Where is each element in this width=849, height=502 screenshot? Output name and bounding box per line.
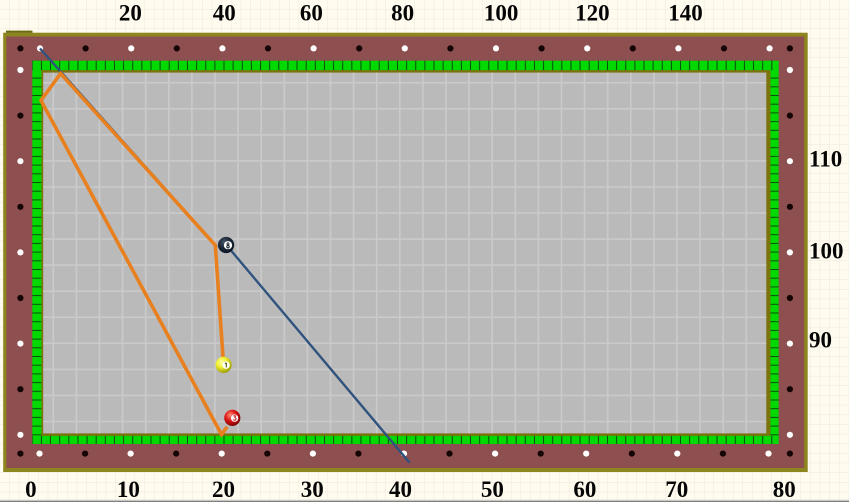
svg-text:30: 30 bbox=[301, 477, 324, 502]
svg-text:60: 60 bbox=[573, 477, 596, 502]
svg-text:100: 100 bbox=[809, 239, 844, 264]
svg-text:60: 60 bbox=[300, 1, 323, 26]
svg-text:0: 0 bbox=[25, 477, 37, 502]
svg-text:110: 110 bbox=[809, 147, 842, 172]
svg-text:40: 40 bbox=[389, 477, 412, 502]
svg-text:80: 80 bbox=[773, 477, 796, 502]
svg-text:20: 20 bbox=[119, 1, 142, 26]
svg-text:90: 90 bbox=[809, 328, 832, 353]
svg-text:120: 120 bbox=[575, 1, 610, 26]
svg-text:20: 20 bbox=[212, 477, 235, 502]
svg-text:140: 140 bbox=[668, 1, 703, 26]
svg-text:70: 70 bbox=[665, 477, 688, 502]
svg-text:40: 40 bbox=[213, 1, 236, 26]
svg-text:80: 80 bbox=[391, 1, 414, 26]
svg-text:50: 50 bbox=[481, 477, 504, 502]
svg-text:10: 10 bbox=[117, 477, 140, 502]
svg-text:100: 100 bbox=[484, 1, 519, 26]
